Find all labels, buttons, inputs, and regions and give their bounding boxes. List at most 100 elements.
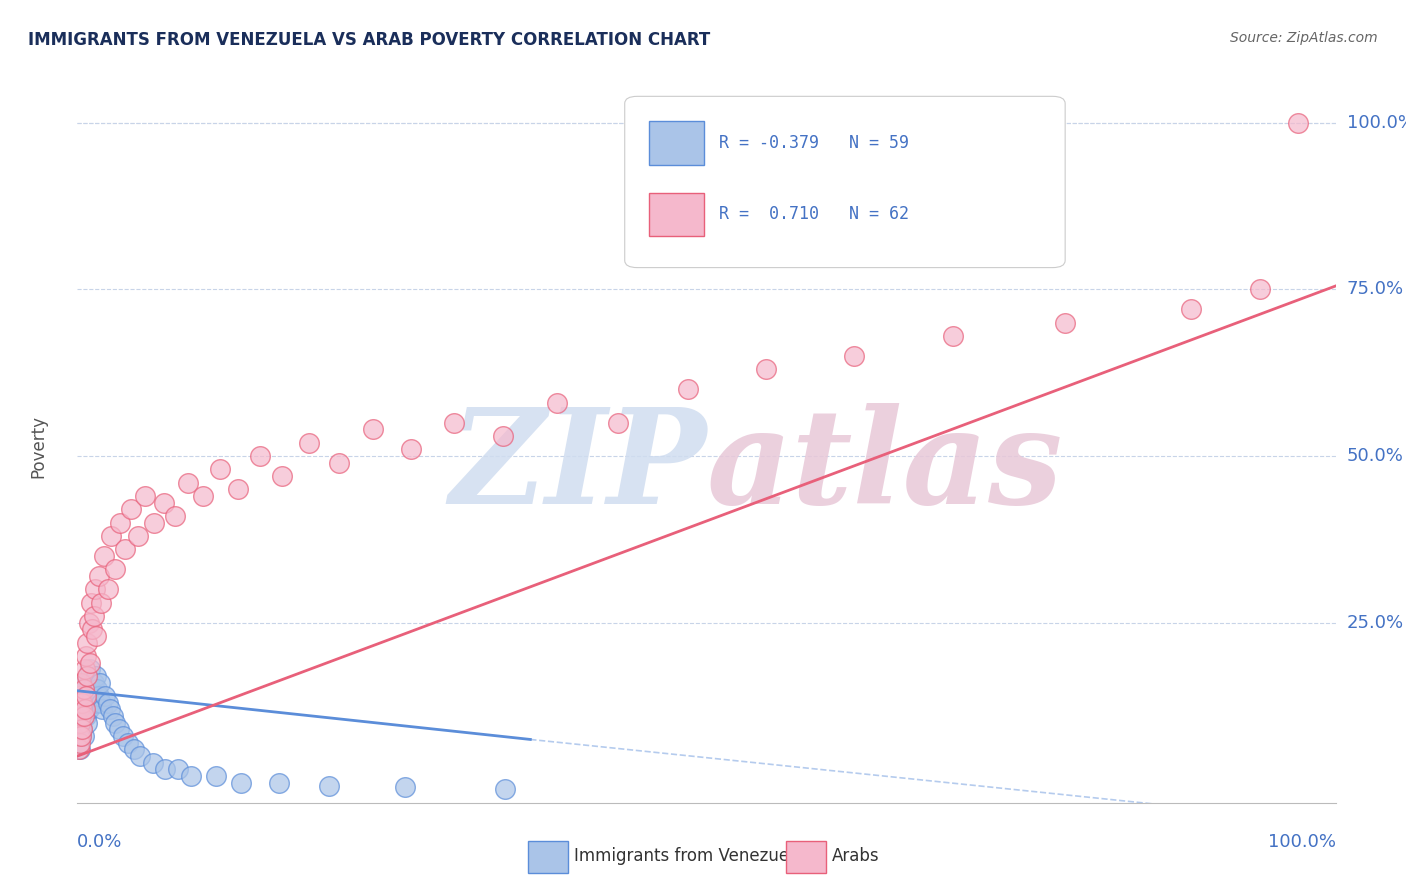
Point (249, 449, 271, 463)
Point (318, 779, 340, 793)
Text: 100.0%: 100.0% (1347, 113, 1406, 131)
Point (127, 529, 149, 543)
Point (1054, 316, 1077, 330)
Point (93, 549, 115, 563)
Point (80, 596, 103, 610)
Point (1249, 282, 1271, 296)
Point (96, 582, 118, 597)
Text: 100.0%: 100.0% (1268, 833, 1336, 851)
Point (72, 723, 94, 737)
Point (73, 702, 96, 716)
Point (67, 696, 90, 710)
Point (546, 395, 568, 409)
Point (129, 749, 152, 764)
Text: 50.0%: 50.0% (1347, 447, 1403, 465)
Point (67, 736, 90, 750)
Point (83, 609, 105, 624)
Point (180, 769, 202, 783)
Text: IMMIGRANTS FROM VENEZUELA VS ARAB POVERTY CORRELATION CHART: IMMIGRANTS FROM VENEZUELA VS ARAB POVERT… (28, 31, 710, 49)
FancyBboxPatch shape (648, 121, 704, 165)
Point (104, 562, 127, 576)
Point (72, 723, 94, 737)
Point (177, 475, 200, 490)
FancyBboxPatch shape (786, 840, 827, 873)
Point (86, 682, 108, 697)
Point (82, 623, 104, 637)
Point (142, 756, 165, 770)
Point (100, 529, 122, 543)
Point (267, 776, 290, 790)
Point (72, 729, 94, 743)
Point (70, 729, 93, 743)
Point (165, 509, 187, 524)
Point (1180, 302, 1202, 317)
Text: R = -0.379   N = 59: R = -0.379 N = 59 (718, 134, 910, 152)
Point (122, 742, 145, 756)
Point (298, 435, 321, 450)
Point (72, 709, 94, 723)
Point (80, 682, 103, 697)
Point (84, 582, 107, 597)
Point (84, 669, 107, 683)
Point (70, 696, 93, 710)
Point (607, 416, 630, 430)
Point (75, 689, 97, 703)
Text: Arabs: Arabs (832, 847, 880, 865)
Point (120, 502, 142, 516)
Point (69, 729, 91, 743)
Point (87, 689, 110, 703)
Point (69, 709, 91, 723)
Text: atlas: atlas (707, 403, 1063, 532)
FancyBboxPatch shape (527, 840, 568, 873)
Point (443, 416, 465, 430)
Point (842, 349, 865, 363)
Point (89, 675, 111, 690)
Text: 25.0%: 25.0% (1347, 614, 1405, 632)
Point (755, 362, 778, 376)
Point (77, 702, 100, 716)
Point (73, 675, 96, 690)
Point (73, 702, 96, 716)
Point (84, 696, 107, 710)
Point (114, 542, 136, 557)
Point (70, 709, 93, 723)
Point (108, 516, 131, 530)
Point (87, 569, 110, 583)
Point (79, 696, 101, 710)
Point (90, 696, 112, 710)
FancyBboxPatch shape (624, 96, 1066, 268)
Point (69, 689, 91, 703)
Text: 0.0%: 0.0% (77, 833, 122, 851)
Point (328, 456, 350, 470)
Point (75, 709, 97, 723)
Point (69, 723, 91, 737)
Point (77, 615, 100, 630)
Point (75, 649, 97, 664)
Point (98, 702, 121, 716)
Point (70, 675, 93, 690)
Point (399, 442, 422, 457)
Point (676, 382, 699, 396)
Point (70, 729, 93, 743)
Point (72, 702, 94, 716)
Text: Immigrants from Venezuela: Immigrants from Venezuela (575, 847, 804, 865)
Text: 75.0%: 75.0% (1347, 280, 1405, 298)
Point (271, 469, 294, 483)
Point (111, 729, 134, 743)
Point (90, 596, 112, 610)
Point (79, 662, 101, 676)
Text: Poverty: Poverty (30, 415, 48, 477)
Point (84, 629, 107, 643)
Point (70, 709, 93, 723)
Point (72, 682, 94, 697)
Text: ZIP: ZIP (449, 403, 707, 532)
Point (1286, 115, 1309, 129)
Point (79, 656, 101, 670)
Point (72, 696, 94, 710)
Point (76, 715, 98, 730)
Point (67, 742, 90, 756)
Point (73, 662, 96, 676)
Point (67, 702, 90, 716)
Point (361, 422, 384, 436)
Point (77, 675, 100, 690)
